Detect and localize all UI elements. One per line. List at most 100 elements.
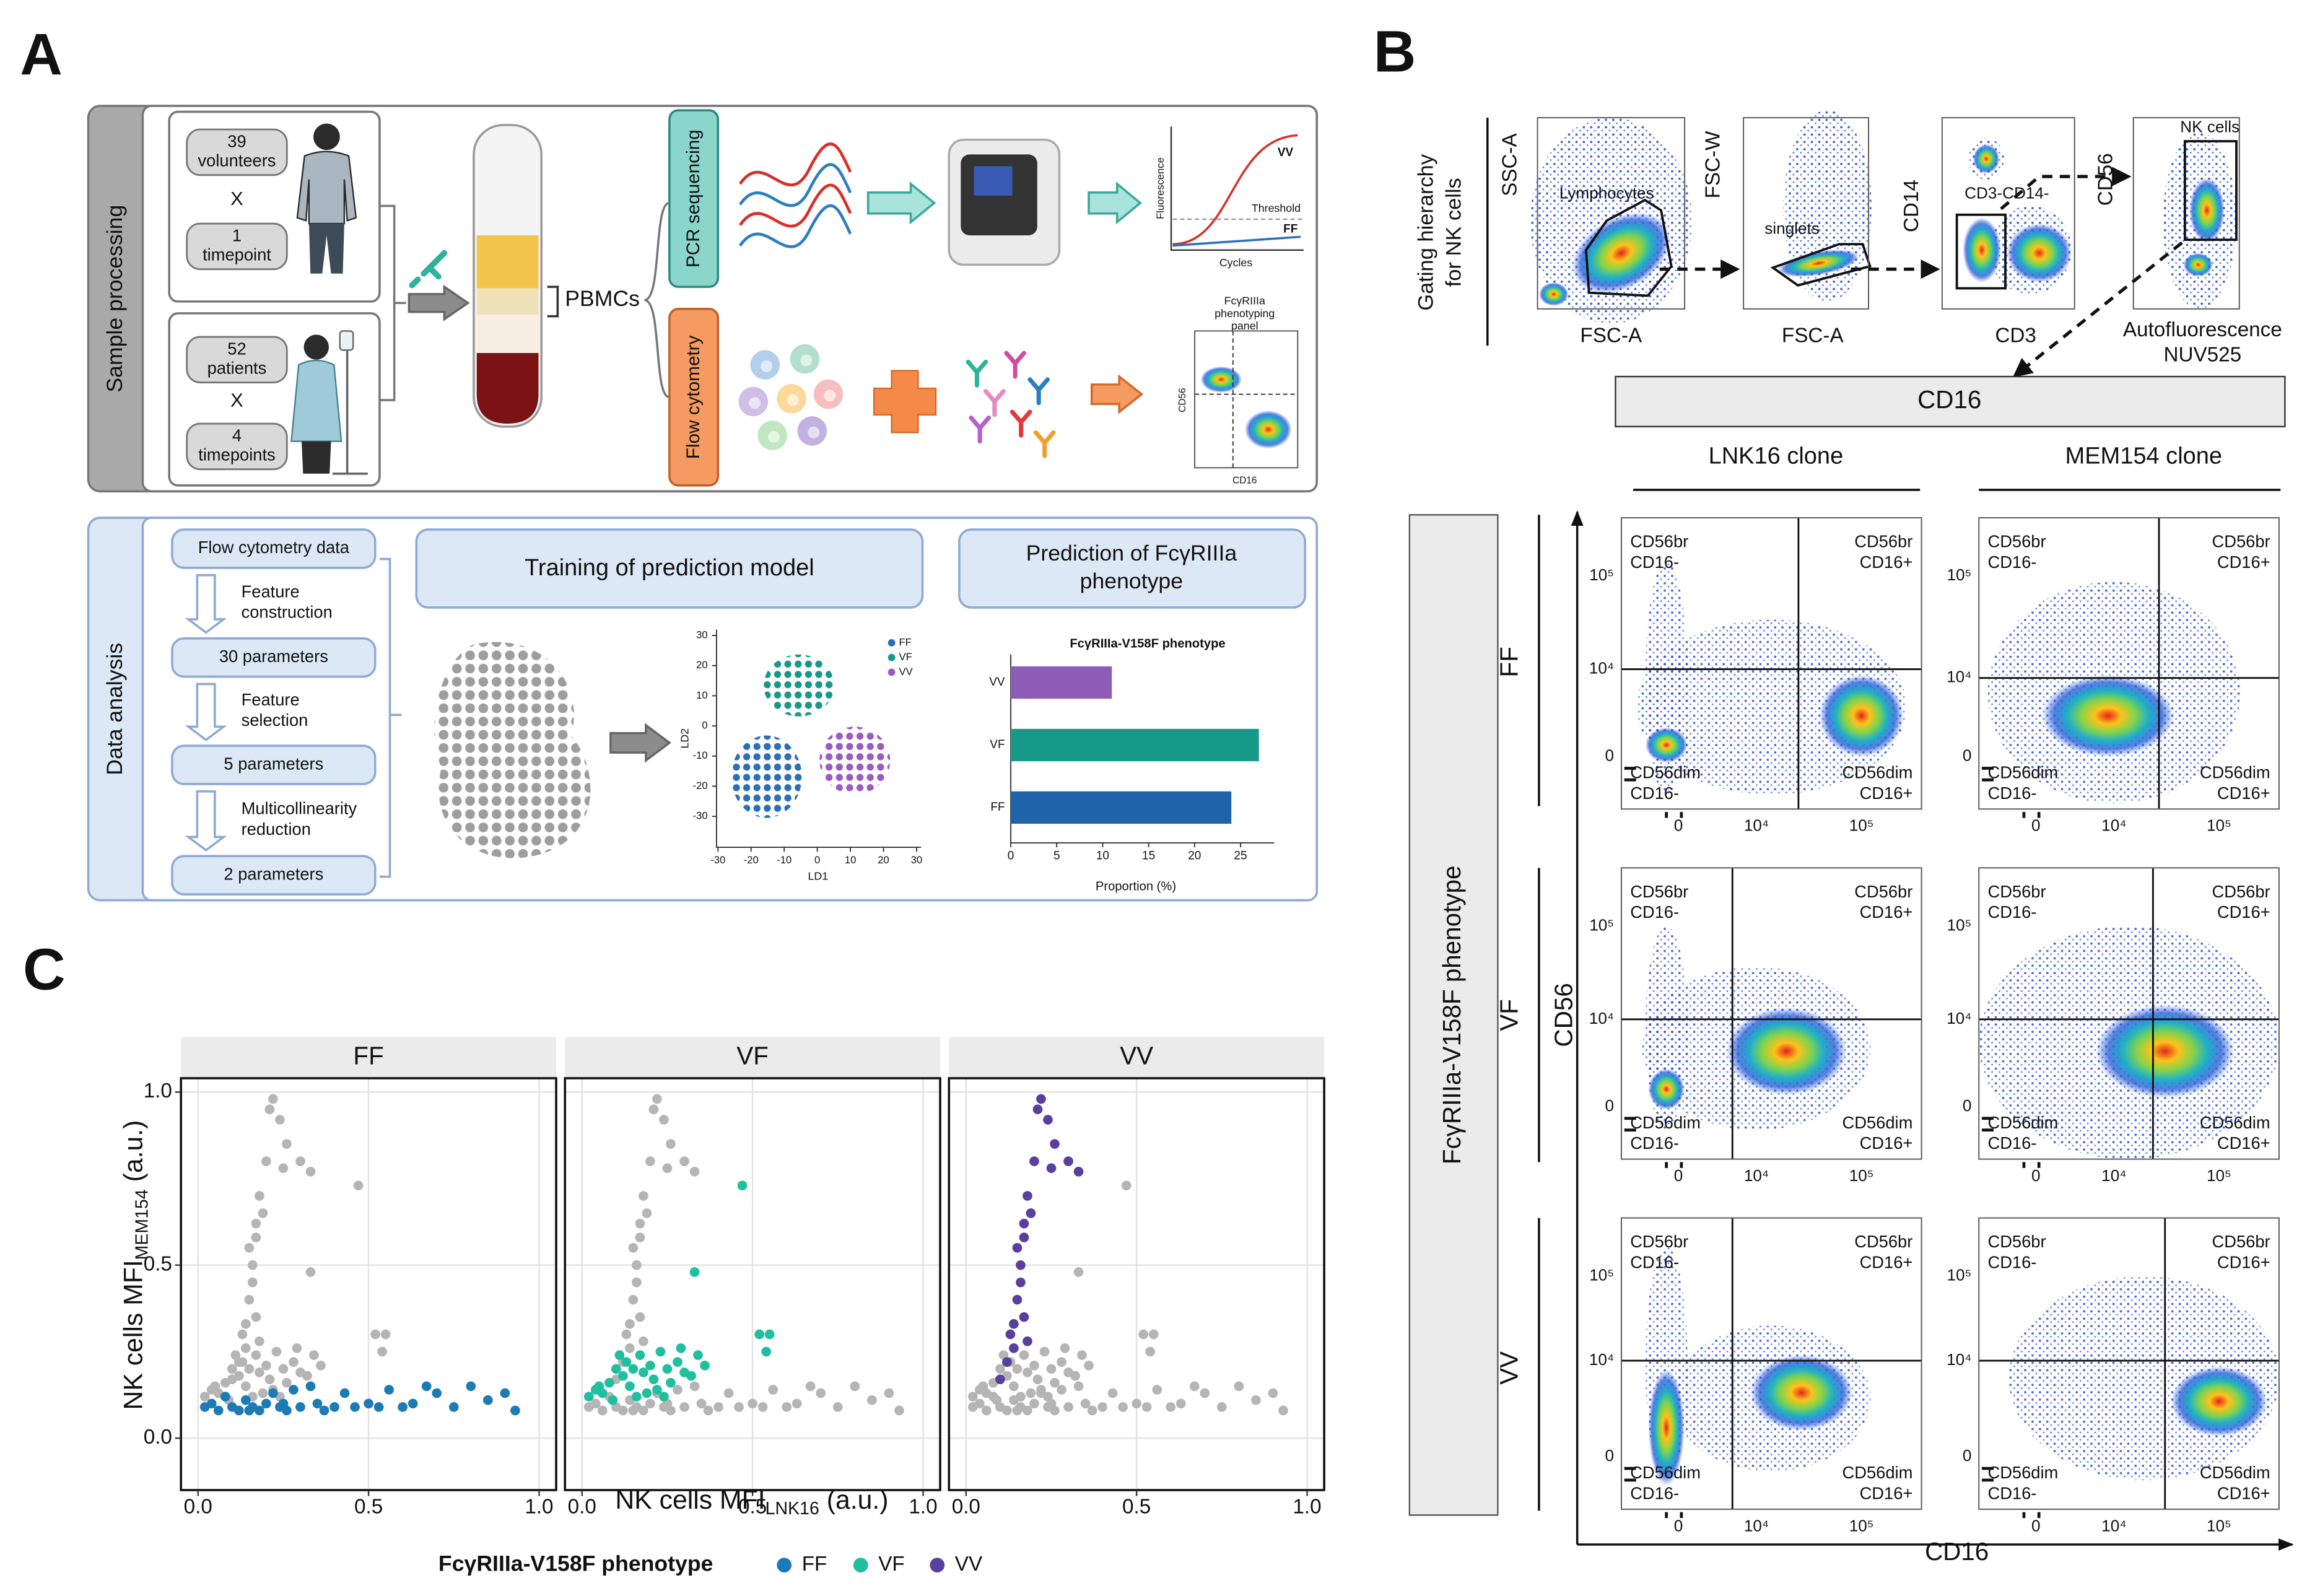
y-tick-label: 0 (1605, 1096, 1615, 1115)
quadrant-label: CD16+ (2217, 1133, 2270, 1153)
bracket (379, 557, 402, 878)
density (1819, 674, 1904, 757)
y-tick-label: -30 (693, 810, 708, 822)
transition-text: Multicollinearity (242, 799, 357, 818)
point (648, 1374, 659, 1384)
point (1023, 1336, 1032, 1346)
category-label: VF (990, 738, 1005, 751)
events (1636, 619, 1907, 795)
patient-head (303, 334, 329, 360)
pill (186, 222, 288, 271)
quadrant-label: CD16- (1630, 1133, 1679, 1153)
y-tick-label: -10 (693, 749, 708, 761)
point-other (816, 1388, 826, 1398)
point (673, 1357, 683, 1367)
iv-bag (339, 330, 354, 351)
bar (1011, 791, 1232, 824)
gate-label: NK cells (2180, 118, 2239, 136)
x-tick-label: 10⁴ (1744, 816, 1769, 835)
label: Threshold (1252, 202, 1301, 214)
point-other (679, 1402, 689, 1412)
step-text: Flow cytometry data (198, 538, 350, 557)
point (1016, 1260, 1026, 1270)
point (761, 1346, 772, 1357)
label: phenotyping (1215, 307, 1275, 320)
y-tick-label: 0 (1963, 1446, 1972, 1465)
y-tick-label: 20 (696, 659, 707, 671)
point-other (642, 1208, 652, 1218)
point-other (1032, 1374, 1043, 1384)
gate-label: CD3-CD14- (1965, 183, 2049, 202)
axis-label: CD56 (2095, 153, 2117, 206)
point (1046, 1163, 1057, 1174)
point (686, 1371, 696, 1381)
axis-ticks (1624, 767, 1683, 818)
point (628, 1364, 639, 1374)
quadrant-label: CD56dim (1987, 1463, 2058, 1482)
point-other (268, 1094, 278, 1104)
step-box (171, 744, 377, 785)
point-other (652, 1094, 662, 1104)
arrow (866, 181, 936, 225)
quadrant-label: CD56dim (1843, 763, 1913, 782)
point-other (1026, 1388, 1036, 1398)
x-tick-label: 10 (1096, 849, 1109, 862)
antibody (966, 359, 988, 388)
point (995, 1374, 1005, 1384)
quadrant-label: CD16+ (1860, 1252, 1913, 1271)
point-other (1097, 1402, 1107, 1412)
pbmc-bracket (547, 286, 559, 318)
cell-nucleus (749, 397, 761, 409)
point (466, 1381, 476, 1392)
quadrant-label: CD56dim (1630, 1463, 1701, 1482)
y-tick-label: 10⁵ (1589, 565, 1614, 584)
quadrant-label: CD16+ (1860, 1133, 1913, 1153)
point-other (292, 1343, 302, 1353)
x-tick-label: 10⁵ (1849, 1166, 1874, 1185)
point-other (248, 1277, 258, 1288)
legend-dot (887, 668, 896, 676)
point (737, 1180, 748, 1191)
point-other (380, 1329, 391, 1340)
point-other (792, 1398, 802, 1409)
pill-text: volunteers (198, 150, 276, 170)
tube-plasma (476, 235, 539, 289)
density (2183, 253, 2213, 277)
point-other (1039, 1346, 1050, 1357)
point-other (227, 1364, 237, 1374)
curve-vv (1172, 134, 1298, 246)
gate-label: singlets (1764, 219, 1820, 237)
point (754, 1329, 764, 1340)
point (1023, 1191, 1032, 1201)
point-other (261, 1156, 271, 1166)
point (618, 1371, 628, 1381)
x-tick-label: -30 (710, 854, 725, 866)
point (206, 1398, 217, 1409)
point-other (275, 1115, 285, 1125)
point-other (1023, 1367, 1032, 1377)
point-other (639, 1336, 648, 1346)
point-other (1234, 1381, 1244, 1392)
person-head (313, 123, 340, 150)
point-other (832, 1402, 843, 1412)
point-other (1145, 1346, 1156, 1357)
point-other (199, 1392, 210, 1402)
point (594, 1381, 604, 1392)
gating-arrow (2012, 241, 2183, 378)
legend-label: VV (899, 666, 913, 678)
pill-text: timepoints (198, 445, 275, 464)
x-tick-label: 0.0 (184, 1495, 212, 1518)
point-other (258, 1208, 268, 1218)
point (700, 1360, 710, 1371)
tube-layer (476, 315, 539, 354)
point-other (723, 1388, 734, 1398)
x-tick-label: 10⁵ (2207, 1516, 2231, 1535)
antibody (1027, 377, 1050, 406)
axis-ticks (1981, 1117, 2041, 1168)
quadrant-label: CD16- (1630, 902, 1679, 922)
point-other (1107, 1388, 1118, 1398)
axis-ticks (1981, 1467, 2041, 1519)
